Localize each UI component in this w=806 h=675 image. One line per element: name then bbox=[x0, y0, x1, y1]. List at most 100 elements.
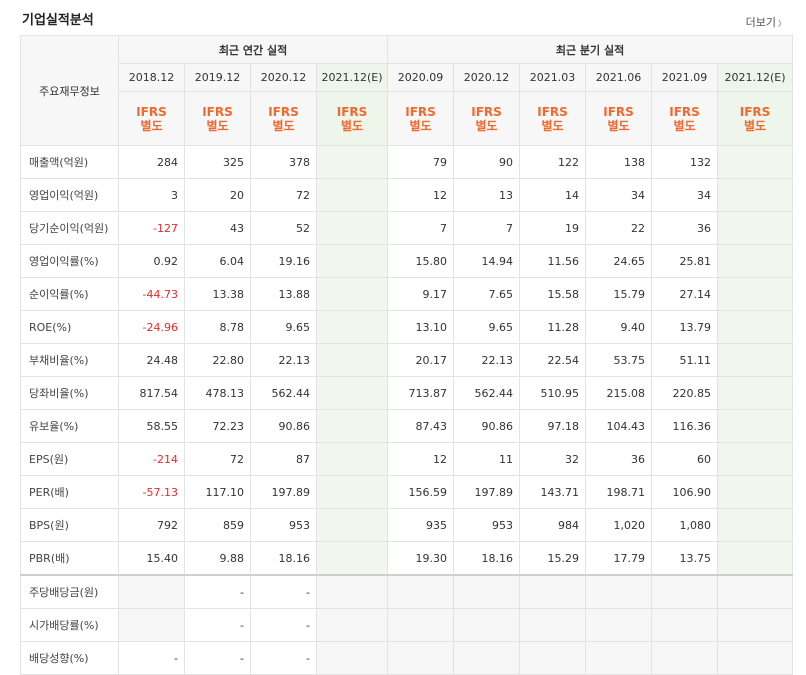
row-label: PBR(배) bbox=[20, 541, 119, 576]
ifrs-label: IFRS bbox=[202, 104, 233, 119]
ifrs-badge: IFRS 별도 bbox=[118, 91, 185, 146]
table-cell: 11 bbox=[453, 442, 521, 476]
ifrs-label: IFRS bbox=[537, 104, 568, 119]
table-cell: 52 bbox=[250, 211, 317, 245]
table-row: 시가배당률(%) - - bbox=[20, 608, 794, 642]
table-cell bbox=[315, 277, 389, 311]
header-group-row: 주요재무정보 최근 연간 실적 최근 분기 실적 bbox=[20, 35, 794, 146]
table-cell bbox=[717, 310, 794, 344]
table-cell bbox=[315, 608, 389, 642]
table-cell bbox=[315, 343, 389, 377]
table-cell: 11.28 bbox=[519, 310, 587, 344]
table-cell bbox=[315, 641, 389, 675]
table-cell bbox=[585, 608, 653, 642]
table-cell: 9.65 bbox=[250, 310, 317, 344]
ifrs-badge: IFRS 별도 bbox=[717, 91, 794, 146]
table-cell bbox=[717, 178, 794, 212]
ifrs-sub-label: 별도 bbox=[272, 118, 295, 133]
table-cell: -44.73 bbox=[118, 277, 185, 311]
table-row: 유보율(%) 58.55 72.23 90.86 87.43 90.86 97.18 104.… bbox=[20, 409, 794, 443]
table-cell: 20.17 bbox=[387, 343, 455, 377]
row-label: EPS(원) bbox=[20, 442, 119, 476]
table-cell: 143.71 bbox=[519, 475, 587, 509]
period-header: 2018.12 bbox=[118, 63, 185, 92]
table-cell: 6.04 bbox=[184, 244, 251, 278]
row-label: 시가배당률(%) bbox=[20, 608, 119, 642]
table-cell bbox=[315, 508, 389, 542]
table-cell bbox=[717, 409, 794, 443]
table-cell: 7.65 bbox=[453, 277, 521, 311]
table-cell bbox=[717, 541, 794, 576]
table-cell bbox=[717, 211, 794, 245]
table-cell bbox=[315, 475, 389, 509]
ifrs-label: IFRS bbox=[336, 104, 368, 119]
table-cell: 935 bbox=[387, 508, 455, 542]
table-cell: - bbox=[250, 608, 317, 642]
table-cell: 562.44 bbox=[453, 376, 521, 410]
ifrs-badge: IFRS 별도 bbox=[387, 91, 455, 146]
table-cell: 197.89 bbox=[453, 475, 521, 509]
table-cell: 24.48 bbox=[118, 343, 185, 377]
table-cell: 22.13 bbox=[453, 343, 521, 377]
ifrs-sub-label: 별도 bbox=[743, 118, 767, 133]
row-label: 당좌비율(%) bbox=[20, 376, 119, 410]
ifrs-sub-label: 별도 bbox=[206, 118, 229, 133]
table-cell bbox=[717, 641, 794, 675]
row-header-label: 주요재무정보 bbox=[20, 35, 119, 146]
quarter-group-header: 최근 분기 실적 bbox=[387, 35, 794, 64]
ifrs-badge: IFRS 별도 bbox=[315, 91, 389, 146]
table-cell: 79 bbox=[387, 145, 455, 179]
table-cell: - bbox=[250, 641, 317, 675]
table-cell: 284 bbox=[118, 145, 185, 179]
table-cell bbox=[717, 574, 794, 609]
table-cell bbox=[651, 608, 719, 642]
table-cell: - bbox=[250, 574, 317, 609]
table-cell: - bbox=[118, 641, 185, 675]
ifrs-sub-label: 별도 bbox=[409, 118, 432, 133]
table-cell: 13.75 bbox=[651, 541, 719, 576]
ifrs-label: IFRS bbox=[739, 104, 771, 119]
table-cell bbox=[315, 574, 389, 609]
table-cell: 138 bbox=[585, 145, 653, 179]
table-cell: 87 bbox=[250, 442, 317, 476]
row-label: 순이익률(%) bbox=[20, 277, 119, 311]
ifrs-sub-label: 별도 bbox=[673, 118, 696, 133]
table-cell: 18.16 bbox=[453, 541, 521, 576]
table-cell: 215.08 bbox=[585, 376, 653, 410]
table-cell: 15.79 bbox=[585, 277, 653, 311]
ifrs-row: IFRS 별도 IFRS 별도 IFRS 별도 IFRS 별도 IFRS 별도 IFRS 별도 IFRS… bbox=[21, 91, 794, 146]
table-cell: 14.94 bbox=[453, 244, 521, 278]
more-link[interactable]: 더보기 〉 bbox=[746, 14, 786, 30]
table-cell: 25.81 bbox=[651, 244, 719, 278]
table-cell: - bbox=[184, 641, 251, 675]
table-cell bbox=[519, 608, 587, 642]
table-cell bbox=[315, 409, 389, 443]
table-cell: 116.36 bbox=[651, 409, 719, 443]
table-cell: 24.65 bbox=[585, 244, 653, 278]
period-row: 2018.12 2019.12 2020.12 2021.12(E) 2020.09 20… bbox=[21, 63, 794, 92]
period-header: 2019.12 bbox=[184, 63, 251, 92]
table-cell: 984 bbox=[519, 508, 587, 542]
period-header: 2021.03 bbox=[519, 63, 587, 92]
table-cell: 19.30 bbox=[387, 541, 455, 576]
row-label: 주당배당금(원) bbox=[20, 574, 119, 609]
table-cell: 18.16 bbox=[250, 541, 317, 576]
row-label: 당기순이익(억원) bbox=[20, 211, 119, 245]
table-cell bbox=[453, 641, 521, 675]
table-cell bbox=[717, 608, 794, 642]
table-row: 당기순이익(억원) -127 43 52 7 7 19 22 36 bbox=[20, 211, 794, 245]
table-cell bbox=[315, 442, 389, 476]
period-header: 2021.06 bbox=[585, 63, 653, 92]
table-cell: 19 bbox=[519, 211, 587, 245]
ifrs-sub-label: 별도 bbox=[541, 118, 564, 133]
table-cell: 90.86 bbox=[250, 409, 317, 443]
table-cell: 17.79 bbox=[585, 541, 653, 576]
ifrs-badge: IFRS 별도 bbox=[519, 91, 587, 146]
table-cell bbox=[453, 608, 521, 642]
row-label: 배당성향(%) bbox=[20, 641, 119, 675]
row-label: 부채비율(%) bbox=[20, 343, 119, 377]
table-cell: 1,080 bbox=[651, 508, 719, 542]
table-cell: 8.78 bbox=[184, 310, 251, 344]
period-header: 2020.12 bbox=[250, 63, 317, 92]
table-cell: 36 bbox=[585, 442, 653, 476]
